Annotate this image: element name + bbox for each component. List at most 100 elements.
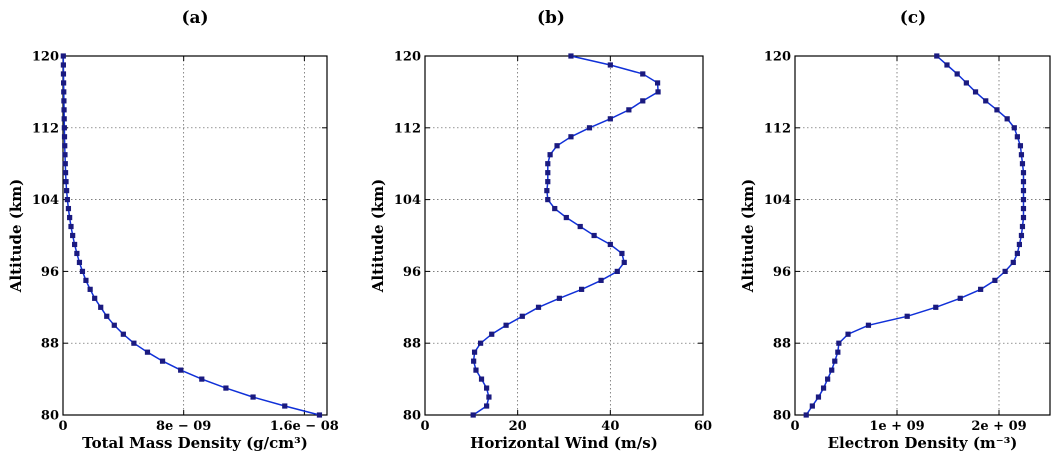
data-point xyxy=(803,412,809,418)
data-point xyxy=(865,322,872,328)
data-point xyxy=(933,304,939,310)
x-tick-label: 8e − 09 xyxy=(156,419,211,434)
data-point xyxy=(545,161,551,167)
data-point xyxy=(554,143,560,149)
data-point xyxy=(131,340,137,346)
data-point xyxy=(1002,268,1008,274)
data-point xyxy=(223,385,229,391)
data-point xyxy=(64,197,70,203)
data-point xyxy=(92,295,98,301)
data-point xyxy=(473,367,479,373)
data-point xyxy=(640,71,646,77)
y-tick-label: 104 xyxy=(394,193,421,208)
data-point xyxy=(62,170,69,176)
data-point xyxy=(63,179,69,185)
data-point xyxy=(577,223,583,230)
data-point xyxy=(607,116,613,122)
y-tick-label: 80 xyxy=(773,409,791,424)
x-tick-label: 1.6e − 08 xyxy=(270,419,339,434)
y-tick-label: 96 xyxy=(41,265,59,280)
data-point xyxy=(1018,232,1025,239)
data-point xyxy=(61,125,67,131)
data-point xyxy=(67,214,73,221)
data-point xyxy=(568,134,574,140)
y-tick-label: 120 xyxy=(32,50,59,65)
data-point xyxy=(591,232,597,239)
chart-panel-c: (c) 0 1e + 09 2e + 09 80 88 96 104 112 120 Electro… xyxy=(739,8,1051,452)
series-line xyxy=(62,55,320,416)
data-point xyxy=(1020,205,1027,212)
data-point xyxy=(626,107,632,113)
data-point xyxy=(972,89,979,95)
data-point xyxy=(621,259,627,266)
data-point xyxy=(957,295,963,301)
data-point xyxy=(607,62,613,68)
data-point xyxy=(978,286,984,292)
data-point xyxy=(820,385,827,391)
data-point xyxy=(144,349,151,355)
data-point xyxy=(60,53,66,59)
data-point xyxy=(1020,214,1027,221)
data-point xyxy=(64,188,70,194)
data-point xyxy=(640,98,646,104)
data-point xyxy=(104,313,110,319)
data-point xyxy=(547,152,553,158)
data-point xyxy=(825,376,831,382)
x-tick-label: 0 xyxy=(58,419,67,434)
y-tick-label: 80 xyxy=(403,409,421,424)
y-tick-label: 104 xyxy=(764,193,791,208)
chart-title: (c) xyxy=(900,8,926,28)
data-point xyxy=(1018,152,1025,158)
data-point xyxy=(68,223,74,230)
data-point xyxy=(552,205,558,212)
y-tick-label: 96 xyxy=(403,265,421,280)
x-axis-label: Electron Density (m⁻³) xyxy=(828,434,1018,452)
data-point xyxy=(1010,259,1016,266)
x-axis-label: Total Mass Density (g/cm³) xyxy=(82,434,308,452)
data-point xyxy=(992,277,998,283)
series-line xyxy=(805,55,1025,416)
data-point xyxy=(70,232,76,239)
data-point xyxy=(489,331,495,337)
data-point xyxy=(98,304,104,310)
data-point xyxy=(1020,179,1027,185)
data-point xyxy=(61,98,67,104)
data-point xyxy=(484,403,490,409)
data-point xyxy=(619,250,625,257)
data-point xyxy=(79,268,86,274)
data-point xyxy=(61,134,68,140)
data-point xyxy=(1011,125,1017,131)
chart-title: (a) xyxy=(181,8,208,28)
data-point xyxy=(1019,223,1026,230)
y-tick-label: 88 xyxy=(403,337,421,352)
data-point xyxy=(470,412,476,418)
data-point xyxy=(61,107,67,113)
y-tick-label: 104 xyxy=(32,193,59,208)
y-axis-label: Altitude (km) xyxy=(7,179,25,294)
data-point xyxy=(607,241,613,248)
data-point xyxy=(904,313,910,319)
data-point xyxy=(111,322,117,328)
data-point xyxy=(563,214,569,221)
data-point xyxy=(845,331,851,337)
y-tick-label: 80 xyxy=(41,409,59,424)
x-tick-label: 20 xyxy=(509,419,527,434)
data-point xyxy=(250,394,256,400)
data-point xyxy=(835,349,841,355)
data-point xyxy=(60,71,67,77)
data-point xyxy=(83,277,89,283)
data-point xyxy=(832,358,838,364)
y-tick-label: 88 xyxy=(773,337,791,352)
data-point xyxy=(568,53,574,59)
data-point xyxy=(1014,250,1020,257)
data-point xyxy=(199,376,205,382)
data-point xyxy=(62,152,68,158)
data-point xyxy=(178,367,184,373)
y-axis-label: Altitude (km) xyxy=(739,179,757,294)
data-point xyxy=(1014,134,1020,140)
data-point xyxy=(65,205,72,212)
data-point xyxy=(544,188,550,194)
data-point xyxy=(1020,188,1027,194)
data-point xyxy=(159,358,166,364)
